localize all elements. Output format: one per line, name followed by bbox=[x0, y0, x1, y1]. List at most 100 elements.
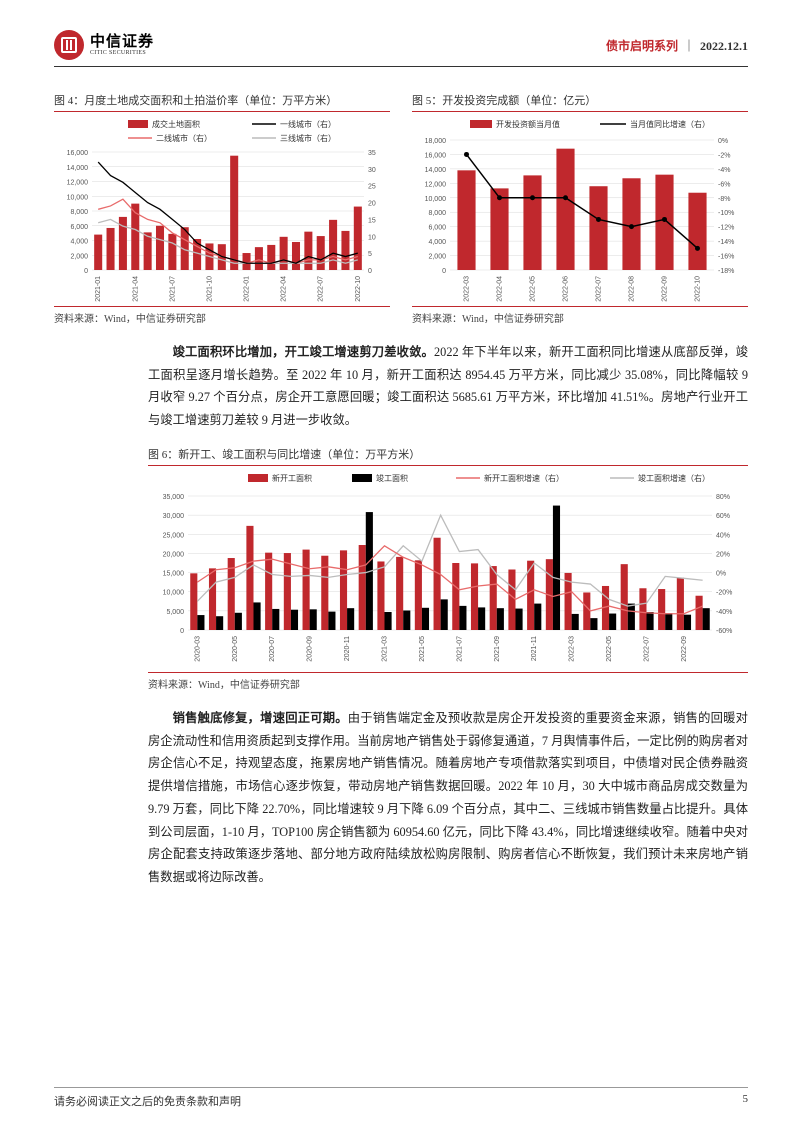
para2-bold: 销售触底修复，增速回正可期。 bbox=[173, 711, 348, 725]
svg-text:2022-09: 2022-09 bbox=[681, 636, 688, 662]
svg-text:成交土地面积: 成交土地面积 bbox=[152, 119, 200, 129]
header-right: 债市启明系列 ｜ 2022.12.1 bbox=[606, 37, 748, 54]
svg-text:-10%: -10% bbox=[718, 210, 734, 217]
svg-text:-18%: -18% bbox=[718, 268, 734, 275]
svg-text:2,000: 2,000 bbox=[70, 253, 88, 260]
logo-cn: 中信证券 bbox=[90, 35, 154, 50]
svg-text:-6%: -6% bbox=[718, 181, 730, 188]
svg-text:2022-10: 2022-10 bbox=[695, 276, 702, 302]
svg-text:-40%: -40% bbox=[716, 609, 732, 616]
chart-4-title: 图 4：月度土地成交面积和土拍溢价率（单位：万平方米） bbox=[54, 92, 390, 112]
chart-4: 图 4：月度土地成交面积和土拍溢价率（单位：万平方米） 成交土地面积 一线城市（右… bbox=[54, 92, 390, 325]
svg-text:30,000: 30,000 bbox=[163, 513, 185, 520]
svg-text:2020-03: 2020-03 bbox=[194, 636, 201, 662]
chart-5-title: 图 5：开发投资完成额（单位：亿元） bbox=[412, 92, 748, 112]
paragraph-2: 销售触底修复，增速回正可期。由于销售端定金及预收款是房企开发投资的重要资金来源，… bbox=[54, 707, 748, 889]
svg-text:18,000: 18,000 bbox=[425, 138, 447, 145]
svg-text:8,000: 8,000 bbox=[428, 210, 446, 217]
header-divider bbox=[54, 66, 748, 67]
para1-bold: 竣工面积环比增加，开工竣工增速剪刀差收敛。 bbox=[173, 345, 434, 359]
logo-icon bbox=[54, 30, 84, 60]
svg-text:6,000: 6,000 bbox=[428, 225, 446, 232]
svg-text:8,000: 8,000 bbox=[70, 209, 88, 216]
footer-disclaimer: 请务必阅读正文之后的免责条款和声明 bbox=[54, 1093, 241, 1109]
svg-text:-2%: -2% bbox=[718, 152, 730, 159]
svg-text:开发投资额当月值: 开发投资额当月值 bbox=[496, 119, 560, 129]
svg-text:12,000: 12,000 bbox=[425, 181, 447, 188]
logo-en: CITIC SECURITIES bbox=[90, 50, 154, 56]
chart-5-canvas: 开发投资额当月值当月值同比增速（右）02,0004,0006,0008,0001… bbox=[412, 116, 748, 304]
svg-text:2022-06: 2022-06 bbox=[563, 276, 570, 302]
svg-text:新开工面积增速（右）: 新开工面积增速（右） bbox=[484, 473, 564, 483]
svg-text:2022-10: 2022-10 bbox=[355, 276, 362, 302]
svg-text:-60%: -60% bbox=[716, 628, 732, 635]
svg-text:2022-04: 2022-04 bbox=[497, 276, 504, 302]
svg-text:0: 0 bbox=[368, 268, 372, 275]
svg-text:2021-07: 2021-07 bbox=[456, 636, 463, 662]
chart-6-canvas: 新开工面积 竣工面积 新开工面积增速（右） 竣工面积增速（右） 0 5,000 10,000… bbox=[148, 470, 748, 670]
svg-text:0: 0 bbox=[84, 268, 88, 275]
svg-text:16,000: 16,000 bbox=[425, 152, 447, 159]
header-date: 2022.12.1 bbox=[700, 39, 748, 53]
svg-text:三线城市（右）: 三线城市（右） bbox=[280, 133, 336, 143]
svg-text:2022-03: 2022-03 bbox=[569, 636, 576, 662]
svg-text:-16%: -16% bbox=[718, 254, 734, 261]
svg-text:一线城市（右）: 一线城市（右） bbox=[280, 119, 336, 129]
svg-text:0: 0 bbox=[180, 628, 184, 635]
svg-text:2021-01: 2021-01 bbox=[95, 276, 102, 302]
svg-text:4,000: 4,000 bbox=[70, 239, 88, 246]
svg-text:6,000: 6,000 bbox=[70, 224, 88, 231]
svg-text:-14%: -14% bbox=[718, 239, 734, 246]
chart-5: 图 5：开发投资完成额（单位：亿元） 开发投资额当月值当月值同比增速（右）02,… bbox=[412, 92, 748, 325]
svg-text:2021-05: 2021-05 bbox=[419, 636, 426, 662]
logo-block: 中信证券 CITIC SECURITIES bbox=[54, 30, 154, 60]
svg-text:2021-04: 2021-04 bbox=[132, 276, 139, 302]
svg-text:2021-03: 2021-03 bbox=[382, 636, 389, 662]
svg-text:新开工面积: 新开工面积 bbox=[272, 473, 312, 483]
svg-text:2022-07: 2022-07 bbox=[318, 276, 325, 302]
svg-text:2022-03: 2022-03 bbox=[464, 276, 471, 302]
svg-text:20: 20 bbox=[368, 201, 376, 208]
svg-text:15: 15 bbox=[368, 217, 376, 224]
svg-text:2020-09: 2020-09 bbox=[307, 636, 314, 662]
svg-text:0%: 0% bbox=[716, 571, 726, 578]
svg-text:12,000: 12,000 bbox=[67, 180, 89, 187]
chart-6: 图 6：新开工、竣工面积与同比增速（单位：万平方米） 新开工面积竣工面积新开工面… bbox=[54, 446, 748, 691]
svg-text:5,000: 5,000 bbox=[166, 609, 184, 616]
chart-6-source: 资料来源：Wind，中信证券研究部 bbox=[148, 672, 748, 691]
svg-text:25: 25 bbox=[368, 184, 376, 191]
svg-text:二线城市（右）: 二线城市（右） bbox=[156, 133, 212, 143]
svg-text:10,000: 10,000 bbox=[67, 194, 89, 201]
svg-text:2022-08: 2022-08 bbox=[629, 276, 636, 302]
svg-text:2021-10: 2021-10 bbox=[206, 276, 213, 302]
svg-text:2020-11: 2020-11 bbox=[344, 636, 351, 661]
svg-text:竣工面积增速（右）: 竣工面积增速（右） bbox=[638, 473, 710, 483]
svg-text:14,000: 14,000 bbox=[67, 165, 89, 172]
svg-text:-20%: -20% bbox=[716, 590, 732, 597]
svg-text:2020-05: 2020-05 bbox=[232, 636, 239, 662]
svg-text:60%: 60% bbox=[716, 513, 730, 520]
page-header: 中信证券 CITIC SECURITIES 债市启明系列 ｜ 2022.12.1 bbox=[0, 0, 802, 66]
svg-text:当月值同比增速（右）: 当月值同比增速（右） bbox=[630, 119, 710, 129]
svg-text:2022-04: 2022-04 bbox=[281, 276, 288, 302]
svg-text:-12%: -12% bbox=[718, 225, 734, 232]
chart-4-source: 资料来源：Wind，中信证券研究部 bbox=[54, 306, 390, 325]
svg-text:0: 0 bbox=[442, 268, 446, 275]
chart-6-title: 图 6：新开工、竣工面积与同比增速（单位：万平方米） bbox=[148, 446, 748, 466]
svg-text:-8%: -8% bbox=[718, 196, 730, 203]
svg-text:80%: 80% bbox=[716, 494, 730, 501]
svg-text:2022-07: 2022-07 bbox=[596, 276, 603, 302]
svg-text:竣工面积: 竣工面积 bbox=[376, 473, 408, 483]
svg-text:2022-09: 2022-09 bbox=[662, 276, 669, 302]
svg-text:10,000: 10,000 bbox=[163, 590, 185, 597]
svg-text:-4%: -4% bbox=[718, 167, 730, 174]
para2-text: 由于销售端定金及预收款是房企开发投资的重要资金来源，销售的回暖对房企流动性和信用… bbox=[148, 711, 748, 884]
chart-5-source: 资料来源：Wind，中信证券研究部 bbox=[412, 306, 748, 325]
svg-text:20%: 20% bbox=[716, 551, 730, 558]
page-number: 5 bbox=[743, 1093, 749, 1109]
svg-text:10,000: 10,000 bbox=[425, 196, 447, 203]
svg-text:35: 35 bbox=[368, 150, 376, 157]
paragraph-1: 竣工面积环比增加，开工竣工增速剪刀差收敛。2022 年下半年以来，新开工面积同比… bbox=[54, 341, 748, 432]
svg-text:5: 5 bbox=[368, 251, 372, 258]
header-series: 债市启明系列 bbox=[606, 39, 678, 53]
